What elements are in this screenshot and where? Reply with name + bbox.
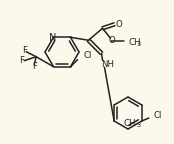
Text: F: F xyxy=(32,62,37,71)
Text: NH: NH xyxy=(101,60,114,69)
Text: CH: CH xyxy=(129,38,141,47)
Text: CH: CH xyxy=(124,119,136,127)
Text: Cl: Cl xyxy=(84,51,92,60)
Text: F: F xyxy=(19,56,24,65)
Text: 3: 3 xyxy=(137,122,141,128)
Text: F: F xyxy=(22,46,27,55)
Text: Cl: Cl xyxy=(154,111,162,121)
Text: O: O xyxy=(108,36,115,45)
Text: O: O xyxy=(115,20,122,29)
Text: 3: 3 xyxy=(136,41,141,47)
Text: N: N xyxy=(49,33,56,43)
